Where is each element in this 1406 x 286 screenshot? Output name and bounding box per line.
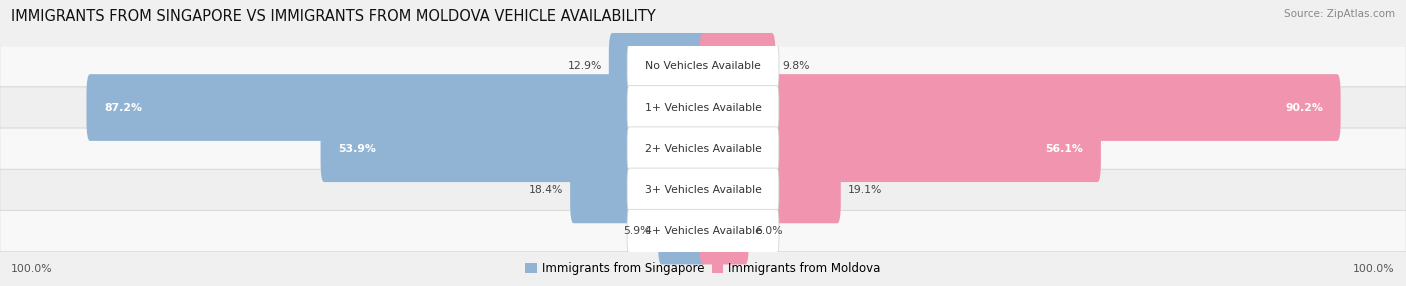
Text: 5.9%: 5.9% — [623, 226, 651, 236]
Text: 6.0%: 6.0% — [756, 226, 783, 236]
Text: 18.4%: 18.4% — [529, 185, 564, 195]
FancyBboxPatch shape — [658, 198, 707, 265]
FancyBboxPatch shape — [627, 86, 779, 129]
Text: Source: ZipAtlas.com: Source: ZipAtlas.com — [1284, 9, 1395, 19]
Text: 90.2%: 90.2% — [1285, 103, 1323, 112]
FancyBboxPatch shape — [0, 169, 1406, 210]
Text: IMMIGRANTS FROM SINGAPORE VS IMMIGRANTS FROM MOLDOVA VEHICLE AVAILABILITY: IMMIGRANTS FROM SINGAPORE VS IMMIGRANTS … — [11, 9, 657, 23]
Text: 87.2%: 87.2% — [104, 103, 142, 112]
FancyBboxPatch shape — [627, 209, 779, 253]
Text: 2+ Vehicles Available: 2+ Vehicles Available — [644, 144, 762, 154]
Text: 12.9%: 12.9% — [568, 61, 602, 71]
FancyBboxPatch shape — [86, 74, 707, 141]
FancyBboxPatch shape — [700, 74, 1341, 141]
FancyBboxPatch shape — [571, 156, 707, 223]
FancyBboxPatch shape — [627, 45, 779, 88]
FancyBboxPatch shape — [700, 115, 1101, 182]
Text: 100.0%: 100.0% — [1353, 264, 1395, 274]
FancyBboxPatch shape — [321, 115, 707, 182]
FancyBboxPatch shape — [700, 156, 841, 223]
FancyBboxPatch shape — [609, 33, 707, 100]
FancyBboxPatch shape — [700, 198, 749, 265]
FancyBboxPatch shape — [0, 87, 1406, 128]
Text: 53.9%: 53.9% — [337, 144, 375, 154]
Text: 1+ Vehicles Available: 1+ Vehicles Available — [644, 103, 762, 112]
FancyBboxPatch shape — [0, 210, 1406, 252]
FancyBboxPatch shape — [0, 128, 1406, 169]
Text: 100.0%: 100.0% — [11, 264, 53, 274]
Text: 4+ Vehicles Available: 4+ Vehicles Available — [644, 226, 762, 236]
Text: No Vehicles Available: No Vehicles Available — [645, 61, 761, 71]
Legend: Immigrants from Singapore, Immigrants from Moldova: Immigrants from Singapore, Immigrants fr… — [520, 258, 886, 280]
Text: 9.8%: 9.8% — [782, 61, 810, 71]
Text: 19.1%: 19.1% — [848, 185, 882, 195]
FancyBboxPatch shape — [700, 33, 776, 100]
FancyBboxPatch shape — [0, 46, 1406, 87]
FancyBboxPatch shape — [627, 168, 779, 212]
Text: 3+ Vehicles Available: 3+ Vehicles Available — [644, 185, 762, 195]
Text: 56.1%: 56.1% — [1046, 144, 1084, 154]
FancyBboxPatch shape — [627, 127, 779, 170]
